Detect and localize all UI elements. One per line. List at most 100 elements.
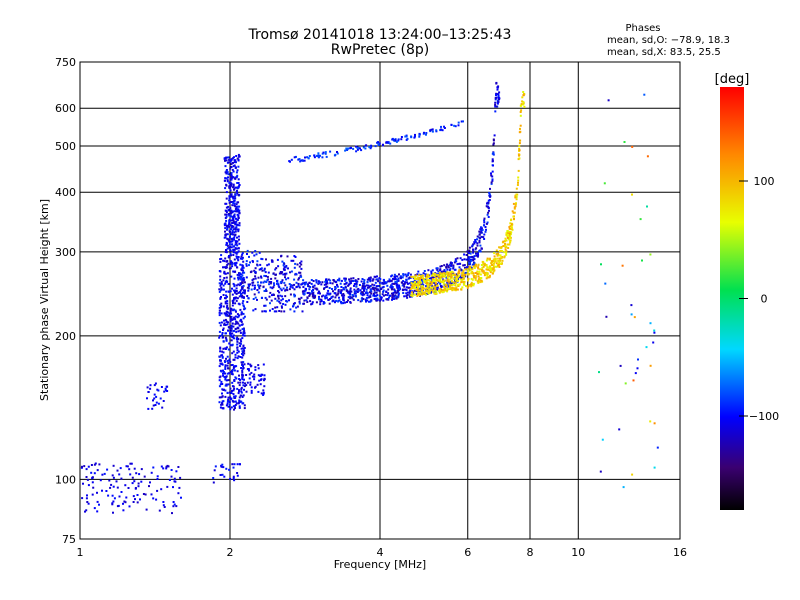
data-point bbox=[649, 253, 652, 256]
data-point bbox=[231, 343, 234, 346]
data-point bbox=[483, 221, 486, 224]
data-point bbox=[460, 120, 463, 123]
data-point bbox=[483, 272, 486, 274]
data-point bbox=[239, 345, 242, 347]
data-point bbox=[488, 257, 491, 260]
data-point bbox=[231, 222, 234, 224]
data-point bbox=[457, 121, 460, 124]
data-point bbox=[232, 219, 235, 222]
data-point bbox=[458, 266, 461, 269]
data-point bbox=[231, 215, 234, 218]
data-point bbox=[293, 302, 296, 305]
data-point bbox=[225, 197, 228, 200]
data-point bbox=[485, 271, 488, 274]
data-point bbox=[438, 271, 441, 274]
data-point bbox=[228, 372, 230, 375]
data-point bbox=[232, 228, 235, 231]
data-point bbox=[295, 306, 298, 309]
data-point bbox=[444, 284, 447, 287]
data-point bbox=[284, 276, 286, 279]
data-point bbox=[346, 301, 348, 303]
data-point bbox=[491, 178, 494, 181]
data-point bbox=[234, 186, 237, 189]
data-point bbox=[281, 306, 283, 309]
data-point bbox=[225, 276, 228, 279]
data-point bbox=[423, 270, 426, 272]
data-point bbox=[233, 284, 236, 287]
data-point bbox=[233, 210, 236, 213]
data-point bbox=[412, 275, 415, 278]
data-point bbox=[240, 386, 243, 389]
data-point bbox=[352, 277, 355, 280]
data-point bbox=[257, 291, 260, 294]
data-point bbox=[238, 342, 241, 345]
data-point bbox=[371, 286, 374, 289]
data-point bbox=[236, 343, 239, 346]
data-point bbox=[293, 283, 296, 286]
data-point bbox=[485, 228, 487, 231]
data-point bbox=[359, 300, 362, 303]
data-point bbox=[110, 483, 113, 486]
data-point bbox=[459, 278, 462, 281]
data-point bbox=[139, 498, 141, 501]
data-point bbox=[116, 505, 119, 508]
data-point bbox=[278, 291, 281, 294]
data-point bbox=[241, 377, 244, 380]
data-point bbox=[390, 284, 393, 287]
data-point bbox=[454, 274, 456, 277]
data-point bbox=[229, 396, 232, 399]
data-point bbox=[225, 404, 228, 407]
data-point bbox=[238, 384, 241, 387]
data-point bbox=[219, 324, 222, 327]
data-point bbox=[237, 350, 240, 353]
data-point bbox=[251, 251, 254, 254]
data-point bbox=[367, 278, 370, 281]
data-point bbox=[156, 388, 159, 391]
data-point bbox=[492, 270, 495, 273]
data-point bbox=[150, 471, 153, 474]
data-point bbox=[344, 279, 347, 282]
data-point bbox=[123, 500, 126, 503]
data-point bbox=[462, 283, 465, 286]
data-point bbox=[637, 358, 639, 361]
data-point bbox=[149, 384, 152, 387]
data-point bbox=[498, 266, 501, 268]
data-point bbox=[379, 299, 381, 302]
data-point bbox=[450, 272, 453, 275]
data-point bbox=[483, 233, 486, 236]
data-point bbox=[481, 260, 484, 263]
data-point bbox=[222, 305, 225, 308]
data-point bbox=[382, 143, 384, 146]
data-point bbox=[464, 275, 467, 278]
data-point bbox=[303, 293, 306, 295]
data-point bbox=[455, 273, 458, 276]
data-point bbox=[286, 286, 288, 289]
data-point bbox=[408, 286, 411, 289]
data-point bbox=[120, 477, 123, 480]
data-point bbox=[466, 273, 469, 276]
data-point bbox=[486, 266, 489, 269]
data-point bbox=[242, 289, 245, 292]
data-point bbox=[445, 272, 448, 275]
data-point bbox=[130, 462, 133, 465]
data-point bbox=[253, 373, 256, 376]
data-point bbox=[225, 306, 228, 309]
data-point bbox=[422, 293, 425, 295]
data-point bbox=[341, 302, 344, 305]
data-point bbox=[103, 472, 106, 475]
data-point bbox=[219, 334, 222, 337]
data-point bbox=[296, 305, 299, 308]
data-point bbox=[646, 205, 648, 208]
data-point bbox=[385, 281, 388, 284]
data-point bbox=[303, 302, 305, 305]
data-point bbox=[402, 274, 405, 277]
data-point bbox=[236, 192, 239, 195]
data-point bbox=[324, 152, 327, 155]
data-point bbox=[494, 265, 497, 268]
data-point bbox=[456, 280, 458, 283]
data-point bbox=[495, 94, 497, 97]
data-point bbox=[361, 299, 364, 302]
data-point bbox=[348, 292, 351, 295]
data-point bbox=[428, 292, 431, 294]
